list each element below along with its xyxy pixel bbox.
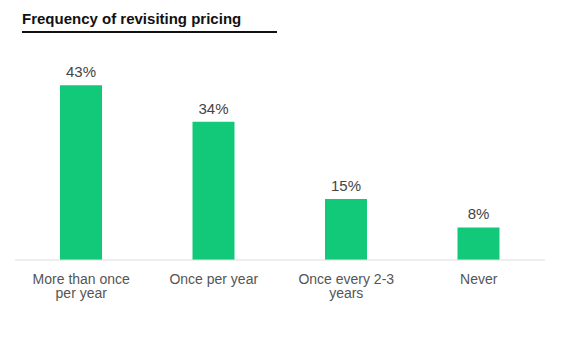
svg-text:8%: 8%: [468, 205, 490, 222]
svg-text:43%: 43%: [66, 63, 96, 80]
svg-text:More than onceper year: More than onceper year: [33, 271, 130, 301]
svg-text:Once every 2-3years: Once every 2-3years: [298, 271, 394, 301]
svg-text:Never: Never: [460, 271, 498, 287]
svg-text:Once per year: Once per year: [169, 271, 258, 287]
svg-text:15%: 15%: [331, 177, 361, 194]
html-text:Frequency of revisiting pricin: Frequency of revisiting pricing: [22, 10, 242, 27]
svg-text:34%: 34%: [198, 100, 228, 117]
